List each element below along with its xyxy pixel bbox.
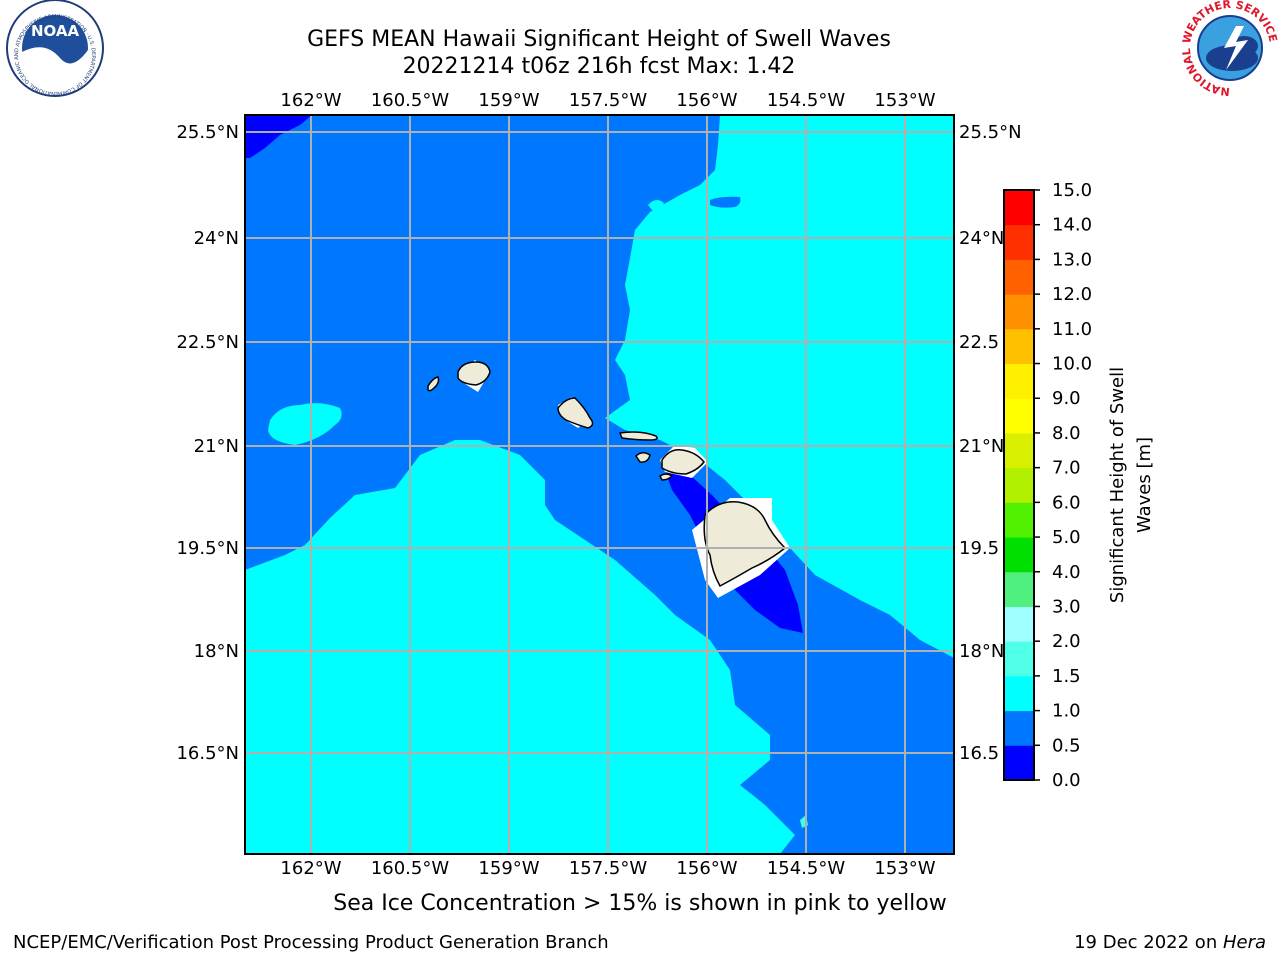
colorbar-segment: [1004, 294, 1034, 330]
colorbar-segment: [1004, 432, 1034, 469]
gridlines: [245, 115, 954, 854]
svg-text:154.5°W: 154.5°W: [767, 858, 846, 879]
svg-text:156°W: 156°W: [676, 90, 737, 111]
colorbar-tick-label: 8.0: [1052, 423, 1081, 444]
island-molokai: [618, 431, 658, 441]
footer-branch: NCEP/EMC/Verification Post Processing Pr…: [13, 932, 609, 953]
colorbar-segment: [1004, 745, 1034, 781]
svg-text:156°W: 156°W: [676, 858, 737, 879]
noaa-logo: NOAA NATIONAL OCEANIC AND ATMOSPHERIC AD…: [0, 0, 104, 97]
svg-text:25.5°N: 25.5°N: [959, 122, 1022, 143]
colorbar-tick-label: 7.0: [1052, 458, 1081, 479]
colorbar-tick-label: 13.0: [1052, 249, 1092, 270]
colorbar-segment: [1004, 224, 1034, 260]
map-frame: [244, 114, 955, 855]
colorbar-label-line2: Waves [m]: [1134, 437, 1155, 533]
svg-text:157.5°W: 157.5°W: [569, 858, 648, 879]
colorbar-tick-label: 2.0: [1052, 631, 1081, 652]
lat-labels-left: 25.5°N 24°N 22.5°N 21°N 19.5°N 18°N 16.5…: [176, 122, 239, 764]
colorbar-segment: [1004, 537, 1034, 573]
colorbar-tick-label: 15.0: [1052, 180, 1092, 201]
svg-text:160.5°W: 160.5°W: [371, 858, 450, 879]
svg-text:22.5°N: 22.5°N: [176, 332, 239, 353]
footer-date: 19 Dec 2022 on Hera: [1074, 932, 1266, 953]
colorbar-segment: [1004, 259, 1034, 295]
svg-text:24°N: 24°N: [194, 228, 239, 249]
swell-band-0.5-1.0: [245, 115, 954, 854]
lon-labels-top: 162°W 160.5°W 159°W 157.5°W 156°W 154.5°…: [280, 90, 935, 111]
colorbar-tick-label: 5.0: [1052, 527, 1081, 548]
svg-text:24°N: 24°N: [959, 228, 1004, 249]
swell-patch-west: [268, 403, 342, 445]
island-lanai: [635, 452, 651, 463]
colorbar-segment: [1004, 398, 1034, 434]
colorbar-tick-label: 14.0: [1052, 215, 1092, 236]
svg-text:159°W: 159°W: [478, 90, 539, 111]
island-oahu: [557, 397, 594, 429]
nws-logo: NATIONAL WEATHER SERVICE: [1180, 0, 1280, 98]
footer-machine: Hera: [1222, 932, 1266, 953]
svg-text:19.5°N: 19.5°N: [176, 538, 239, 559]
island-hawaii: [703, 501, 787, 588]
noaa-logo-text: NOAA: [31, 22, 80, 40]
chart-subtitle: 20221214 t06z 216h fcst Max: 1.42: [402, 54, 796, 79]
colorbar-tick-label: 12.0: [1052, 284, 1092, 305]
sea-ice-note: Sea Ice Concentration > 15% is shown in …: [0, 891, 1280, 916]
colorbar-tick-label: 11.0: [1052, 319, 1092, 340]
svg-text:159°W: 159°W: [478, 858, 539, 879]
svg-text:18°N: 18°N: [959, 641, 1004, 662]
colorbar-tick-label: 6.0: [1052, 492, 1081, 513]
colorbar-segment: [1004, 363, 1034, 399]
svg-text:153°W: 153°W: [874, 858, 935, 879]
sea-ice-note-text: Sea Ice Concentration > 15% is shown in …: [333, 891, 947, 916]
colorbar-segment: [1004, 467, 1034, 503]
island-maui: [661, 448, 705, 475]
colorbar-segment: [1004, 502, 1034, 538]
lon-labels-bottom: 162°W 160.5°W 159°W 157.5°W 156°W 154.5°…: [280, 858, 935, 879]
colorbar-segment: [1004, 641, 1034, 677]
svg-text:153°W: 153°W: [874, 90, 935, 111]
svg-text:154.5°W: 154.5°W: [767, 90, 846, 111]
svg-text:16.5°N: 16.5°N: [176, 743, 239, 764]
svg-text:21°N: 21°N: [194, 436, 239, 457]
island-kauai: [457, 361, 491, 386]
footer-date-text: 19 Dec 2022 on: [1074, 932, 1223, 953]
colorbar-tick-label: 3.0: [1052, 596, 1081, 617]
swell-patch-ne: [710, 196, 741, 208]
colorbar-tick-label: 10.0: [1052, 354, 1092, 375]
colorbar-tick-label: 1.5: [1052, 666, 1081, 687]
svg-text:19.5: 19.5: [959, 538, 999, 559]
colorbar-segment: [1004, 675, 1034, 712]
svg-text:21°N: 21°N: [959, 436, 1004, 457]
swell-band-0-0.5-nw: [245, 115, 312, 158]
island-niihau: [427, 376, 440, 392]
svg-text:162°W: 162°W: [280, 90, 341, 111]
colorbar-frame: [1003, 189, 1035, 781]
svg-text:160.5°W: 160.5°W: [371, 90, 450, 111]
colorbar-tick-label: 0.0: [1052, 770, 1081, 791]
colorbar-tick-label: 9.0: [1052, 388, 1081, 409]
colorbar-tick-label: 0.5: [1052, 735, 1081, 756]
colorbar-segment: [1004, 710, 1034, 746]
chart-title: GEFS MEAN Hawaii Significant Height of S…: [307, 27, 891, 52]
svg-text:25.5°N: 25.5°N: [176, 122, 239, 143]
island-kahoolawe: [659, 473, 674, 481]
lat-labels-right: 25.5°N 24°N 22.5 21°N 19.5 18°N 16.5: [959, 122, 1022, 764]
svg-text:162°W: 162°W: [280, 858, 341, 879]
swell-patch-ne2: [648, 199, 664, 211]
svg-text:18°N: 18°N: [194, 641, 239, 662]
colorbar: 0.0 0.5 1.0 1.5 2.0 3.0 4.0 5.0 6.0 7.0 8.0 9.0 10.0…: [1003, 180, 1092, 791]
svg-text:22.5: 22.5: [959, 332, 999, 353]
colorbar-tick-label: 1.0: [1052, 701, 1081, 722]
colorbar-segment: [1004, 571, 1034, 607]
colorbar-segment: [1004, 328, 1034, 365]
colorbar-label-line1: Significant Height of Swell: [1107, 367, 1128, 603]
colorbar-segment: [1004, 606, 1034, 642]
colorbar-tick-label: 4.0: [1052, 562, 1081, 583]
map-area: [245, 115, 954, 854]
svg-text:16.5: 16.5: [959, 743, 999, 764]
svg-text:157.5°W: 157.5°W: [569, 90, 648, 111]
colorbar-segment: [1004, 190, 1034, 226]
